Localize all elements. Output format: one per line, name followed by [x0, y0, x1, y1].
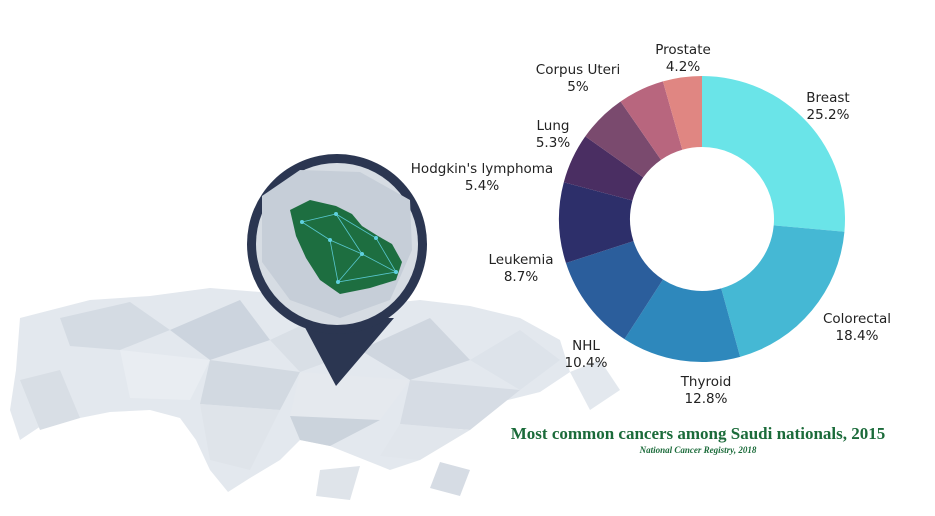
slice-label-value: 10.4%	[565, 355, 608, 371]
slice-label-name: Breast	[806, 90, 849, 106]
slice-label-name: Lung	[537, 118, 570, 134]
donut-slice-colorectal	[721, 225, 845, 357]
slice-label-name: Hodgkin's lymphoma	[411, 161, 553, 177]
slice-label-name: NHL	[572, 338, 600, 354]
donut-slice-breast	[702, 76, 845, 232]
slice-label-name: Thyroid	[680, 374, 732, 390]
slice-label-name: Corpus Uteri	[536, 62, 620, 78]
slice-label-value: 5.3%	[536, 135, 570, 151]
donut-slice-hodgkin-s-lymphoma	[563, 136, 644, 201]
slice-label-value: 5.4%	[465, 178, 499, 194]
chart-title: Most common cancers among Saudi national…	[510, 424, 886, 443]
donut-slice-corpus-uteri	[620, 81, 683, 160]
slice-label-value: 12.8%	[685, 391, 728, 407]
donut-slice-thyroid	[624, 279, 741, 362]
slice-label-name: Leukemia	[489, 252, 554, 268]
donut-chart	[559, 76, 845, 362]
chart-subtitle: National Cancer Registry, 2018	[639, 445, 757, 455]
slice-label-value: 5%	[567, 79, 589, 95]
slice-label-value: 25.2%	[807, 107, 850, 123]
slice-label-value: 18.4%	[836, 328, 879, 344]
slice-label-name: Prostate	[655, 42, 711, 58]
location-pin	[247, 154, 427, 386]
donut-slice-leukemia	[559, 182, 634, 264]
slice-label-value: 4.2%	[666, 59, 700, 75]
donut-slice-prostate	[662, 76, 702, 150]
slice-label-name: Colorectal	[823, 311, 891, 327]
world-map	[10, 288, 620, 500]
donut-slice-lung	[585, 101, 661, 178]
slice-label-value: 8.7%	[504, 269, 538, 285]
donut-slice-nhl	[565, 241, 663, 340]
